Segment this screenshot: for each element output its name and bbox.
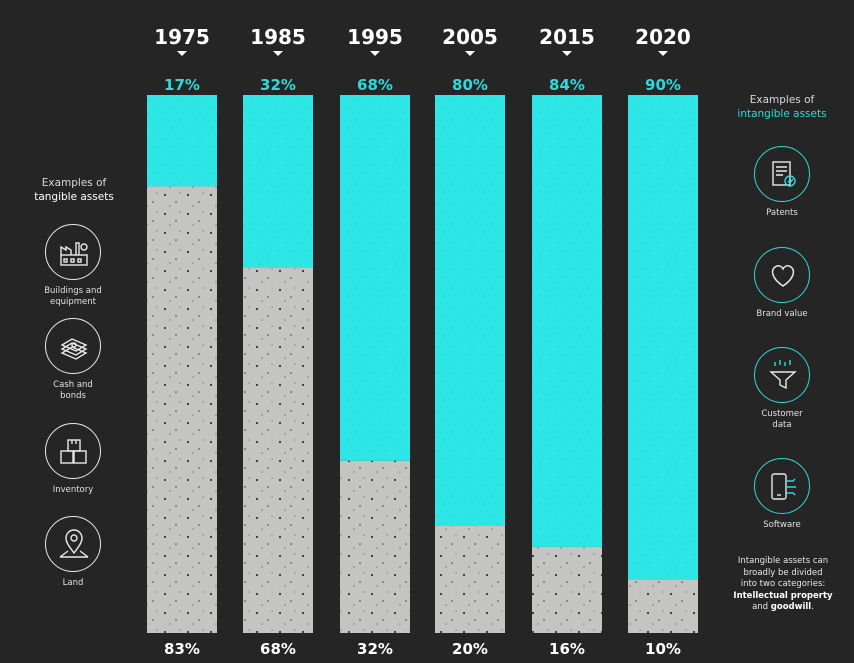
year-label-2005: 2005 — [442, 25, 498, 49]
bar-tangible-texture-2020 — [628, 579, 698, 633]
asset-customer-data: Customer data — [739, 347, 825, 431]
note-and: and — [752, 602, 769, 612]
year-label-1975: 1975 — [154, 25, 210, 49]
bar-tangible-texture-1995 — [340, 460, 410, 633]
year-pointer-2005 — [465, 51, 475, 56]
asset-land-line1: Land — [62, 578, 84, 588]
year-label-2015: 2015 — [539, 25, 595, 49]
tangible-heading: Examples of tangible assets — [14, 176, 134, 204]
certificate-icon — [754, 146, 810, 202]
intangible-pct-label-2020: 90% — [645, 76, 681, 94]
bar-intangible-texture-1975 — [147, 95, 217, 187]
year-pointer-1995 — [370, 51, 380, 56]
tangible-pct-label-2020: 10% — [645, 640, 681, 658]
asset-land: Land — [30, 516, 116, 589]
factory-icon — [45, 224, 101, 280]
bar-intangible-texture-1985 — [243, 95, 313, 268]
intangible-pct-label-2005: 80% — [452, 76, 488, 94]
asset-cash-bonds: Cash and bonds — [30, 318, 116, 402]
tangible-pct-label-1985: 68% — [260, 640, 296, 658]
intangible-note: Intangible assets can broadly be divided… — [722, 556, 844, 614]
tangible-heading-line2: tangible assets — [34, 191, 114, 203]
year-pointer-2020 — [658, 51, 668, 56]
asset-cash-line1: Cash and — [53, 380, 93, 390]
asset-software-line1: Software — [763, 520, 801, 530]
asset-buildings-line2: equipment — [50, 297, 96, 307]
note-end: . — [811, 602, 814, 612]
tangible-pct-label-2015: 16% — [549, 640, 585, 658]
asset-patents: Patents — [739, 146, 825, 219]
asset-cash-line2: bonds — [60, 391, 86, 401]
map-pin-icon — [45, 516, 101, 572]
tangible-pct-label-1975: 83% — [164, 640, 200, 658]
note-line1: Intangible assets can — [737, 556, 829, 566]
asset-patents-line1: Patents — [766, 208, 798, 218]
phone-circuit-icon — [754, 458, 810, 514]
year-label-1995: 1995 — [347, 25, 403, 49]
tangible-heading-line1: Examples of — [41, 177, 107, 189]
year-label-2020: 2020 — [635, 25, 691, 49]
intangible-heading-line2: intangible assets — [737, 108, 827, 120]
asset-software: Software — [739, 458, 825, 531]
asset-brand-value: Brand value — [739, 247, 825, 320]
bar-tangible-texture-2015 — [532, 546, 602, 633]
intangible-pct-label-1975: 17% — [164, 76, 200, 94]
asset-inventory: Inventory — [30, 423, 116, 496]
funnel-icon — [754, 347, 810, 403]
note-line2: broadly be divided — [743, 567, 823, 578]
asset-customer-line1: Customer — [761, 409, 803, 419]
year-pointer-2015 — [562, 51, 572, 56]
boxes-icon — [45, 423, 101, 479]
intangible-heading-line1: Examples of — [749, 94, 815, 106]
intangible-pct-label-1985: 32% — [260, 76, 296, 94]
bar-tangible-texture-1985 — [243, 267, 313, 633]
bar-intangible-texture-2015 — [532, 95, 602, 547]
tangible-pct-label-1995: 32% — [357, 640, 393, 658]
asset-customer-line2: data — [772, 420, 792, 430]
asset-inventory-line1: Inventory — [52, 485, 94, 495]
note-em1: Intellectual property — [733, 590, 833, 601]
note-em2: goodwill — [770, 602, 812, 612]
year-pointer-1975 — [177, 51, 187, 56]
bar-intangible-texture-1995 — [340, 95, 410, 461]
tangible-pct-label-2005: 20% — [452, 640, 488, 658]
note-line3: into two categories: — [740, 579, 826, 589]
year-pointer-1985 — [273, 51, 283, 56]
asset-buildings-equipment: Buildings and equipment — [30, 224, 116, 308]
asset-brand-line1: Brand value — [756, 309, 808, 319]
intangible-pct-label-1995: 68% — [357, 76, 393, 94]
bar-intangible-texture-2020 — [628, 95, 698, 580]
year-label-1985: 1985 — [250, 25, 306, 49]
bar-intangible-texture-2005 — [435, 95, 505, 526]
intangible-heading: Examples of intangible assets — [722, 93, 842, 121]
bar-tangible-texture-2005 — [435, 525, 505, 633]
bar-tangible-texture-1975 — [147, 186, 217, 633]
heart-icon — [754, 247, 810, 303]
asset-buildings-line1: Buildings and — [44, 286, 102, 296]
intangible-pct-label-2015: 84% — [549, 76, 585, 94]
cash-stack-icon — [45, 318, 101, 374]
